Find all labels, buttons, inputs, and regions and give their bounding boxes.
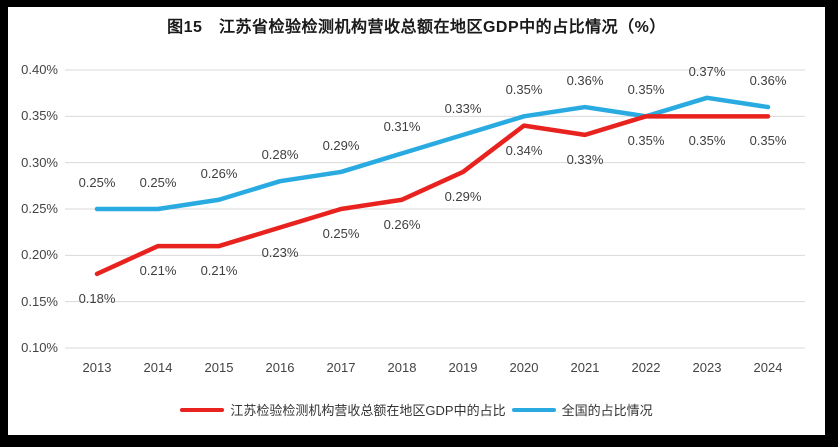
chart-panel: 图15 江苏省检验检测机构营收总额在地区GDP中的占比情况（%） 0.10% 0.…: [8, 7, 825, 435]
legend-label-jiangsu: 江苏检验检测机构营收总额在地区GDP中的占比: [230, 403, 506, 418]
x-axis-tick-label: 2022: [631, 360, 661, 375]
data-point-label-national: 0.36%: [566, 73, 604, 89]
x-axis-tick-label: 2020: [509, 360, 539, 375]
data-point-label-national: 0.28%: [261, 147, 299, 163]
data-point-label-jiangsu: 0.35%: [627, 133, 665, 149]
x-axis-tick-label: 2015: [204, 360, 234, 375]
data-point-label-jiangsu: 0.18%: [78, 290, 116, 306]
data-point-label-national: 0.25%: [78, 175, 116, 190]
data-point-label-jiangsu: 0.21%: [139, 263, 177, 279]
y-axis-tick-label: 0.10%: [21, 340, 58, 355]
x-axis-tick-label: 2021: [570, 360, 600, 375]
x-axis-tick-label: 2016: [265, 360, 295, 375]
data-point-label-jiangsu: 0.33%: [566, 151, 604, 167]
data-point-label-jiangsu: 0.25%: [322, 226, 360, 241]
data-point-label-national: 0.35%: [505, 82, 543, 98]
x-axis-tick-label: 2019: [448, 360, 478, 375]
data-point-label-jiangsu: 0.35%: [688, 133, 726, 149]
x-axis-tick-label: 2023: [692, 360, 722, 375]
national-line-swatch-icon: [511, 407, 556, 412]
legend-item-jiangsu: 江苏检验检测机构营收总额在地区GDP中的占比: [180, 400, 506, 419]
data-point-label-jiangsu: 0.21%: [200, 263, 238, 279]
x-axis-tick-label: 2013: [82, 360, 112, 375]
y-axis-tick-label: 0.35%: [21, 108, 58, 124]
y-axis-tick-label: 0.30%: [21, 154, 58, 170]
data-point-label-jiangsu: 0.34%: [505, 142, 543, 158]
x-axis-tick-label: 2017: [326, 360, 356, 375]
data-point-label-national: 0.35%: [627, 82, 665, 98]
data-point-label-national: 0.36%: [749, 73, 787, 89]
legend-item-national: 全国的占比情况: [511, 400, 653, 419]
series-line-national: [94, 95, 771, 212]
x-axis-tick-label: 2024: [753, 360, 783, 375]
data-point-label-jiangsu: 0.35%: [749, 133, 787, 149]
chart-legend: 江苏检验检测机构营收总额在地区GDP中的占比 全国的占比情况: [8, 400, 825, 419]
data-point-label-national: 0.26%: [200, 165, 238, 181]
data-point-label-national: 0.25%: [139, 175, 177, 190]
data-point-label-jiangsu: 0.23%: [261, 244, 299, 260]
y-axis-tick-label: 0.15%: [21, 293, 58, 309]
data-point-label-national: 0.37%: [688, 63, 726, 79]
legend-label-national: 全国的占比情况: [561, 403, 653, 418]
chart-title: 图15 江苏省检验检测机构营收总额在地区GDP中的占比情况（%）: [167, 19, 666, 36]
line-chart-canvas: [65, 69, 805, 349]
data-point-label-jiangsu: 0.26%: [383, 216, 421, 232]
y-axis-tick-label: 0.20%: [21, 247, 58, 263]
data-point-label-national: 0.29%: [322, 137, 360, 153]
data-point-label-national: 0.33%: [444, 100, 482, 116]
data-point-label-jiangsu: 0.29%: [444, 188, 482, 204]
jiangsu-line-swatch-icon: [180, 407, 225, 412]
x-axis-tick-label: 2018: [387, 360, 417, 375]
series-line-jiangsu: [94, 114, 771, 277]
y-axis-tick-label: 0.40%: [21, 62, 58, 77]
data-point-label-national: 0.31%: [383, 119, 421, 135]
x-axis-tick-label: 2014: [143, 360, 173, 375]
y-axis-tick-label: 0.25%: [21, 201, 58, 216]
